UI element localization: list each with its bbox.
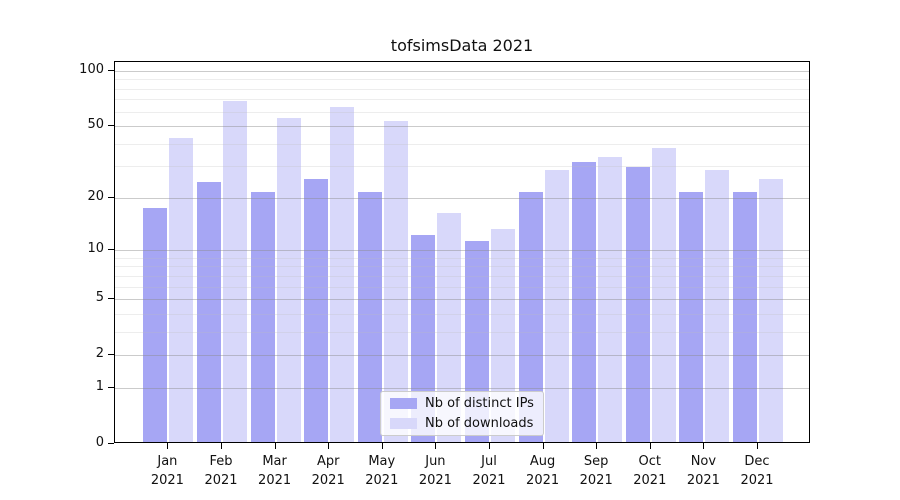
legend-item-distinct-ips: Nb of distinct IPs [390,396,534,411]
bar-downloads-oct-2021 [651,148,676,442]
y-tick-mark-0 [108,443,114,444]
y-tick-mark-10 [108,249,114,251]
gridline-minor-60 [115,111,809,113]
y-tick-label-1: 1 [95,378,104,394]
legend-label-downloads: Nb of downloads [425,416,534,431]
x-tick-mark-feb-2021 [221,443,222,449]
y-tick-label-50: 50 [87,117,104,133]
gridline-major-20 [115,197,809,199]
gridline-minor-80 [115,88,809,90]
bar-downloads-dec-2021 [759,178,783,442]
bar-downloads-apr-2021 [330,107,355,442]
plot-area [114,61,810,443]
gridline-major-2 [115,355,809,357]
gridline-major-50 [115,126,809,128]
bar-distinct-ips-mar-2021 [250,192,275,442]
bar-distinct-ips-feb-2021 [197,181,221,442]
x-tick-label-dec-2021: Dec 2021 [740,454,774,488]
bar-downloads-mar-2021 [276,118,301,442]
bar-downloads-sep-2021 [598,157,623,442]
x-tick-mark-dec-2021 [757,443,758,449]
bar-distinct-ips-jan-2021 [143,208,168,442]
x-tick-label-may-2021: May 2021 [365,454,399,488]
x-tick-label-aug-2021: Aug 2021 [526,454,560,488]
gridline-minor-70 [115,99,809,101]
gridline-major-10 [115,250,809,252]
x-tick-label-apr-2021: Apr 2021 [311,454,345,488]
gridline-minor-90 [115,79,809,81]
bar-downloads-jan-2021 [169,138,194,442]
x-tick-label-oct-2021: Oct 2021 [633,454,667,488]
chart-title: tofsimsData 2021 [390,36,534,55]
gridline-minor-4 [115,313,809,315]
x-tick-mark-jan-2021 [167,443,169,449]
gridline-minor-6 [115,286,809,288]
gridline-minor-30 [115,166,809,168]
y-tick-label-0: 0 [95,435,104,450]
y-tick-label-2: 2 [95,346,104,362]
x-tick-mark-apr-2021 [328,443,330,449]
x-tick-mark-sep-2021 [596,443,598,449]
y-tick-mark-1 [108,386,114,388]
legend: Nb of distinct IPs Nb of downloads [380,391,544,436]
gridline-major-5 [115,299,809,301]
bar-downloads-may-2021 [383,121,408,442]
bar-downloads-nov-2021 [705,169,730,442]
bar-distinct-ips-nov-2021 [679,192,704,442]
y-tick-label-100: 100 [79,62,104,77]
gridline-major-1 [115,387,809,389]
bar-downloads-feb-2021 [223,100,247,442]
bar-downloads-aug-2021 [544,169,569,442]
gridline-minor-9 [115,257,809,259]
x-tick-mark-jul-2021 [489,443,490,449]
y-tick-mark-20 [108,196,114,198]
y-tick-mark-5 [108,298,114,300]
x-tick-label-jun-2021: Jun 2021 [418,454,452,488]
gridline-minor-8 [115,266,809,268]
y-tick-mark-100 [108,70,114,71]
y-tick-label-20: 20 [87,188,104,204]
gridline-minor-40 [115,143,809,145]
x-tick-label-sep-2021: Sep 2021 [579,454,613,488]
x-tick-label-feb-2021: Feb 2021 [204,454,238,488]
x-tick-label-jan-2021: Jan 2021 [150,454,184,488]
x-tick-label-mar-2021: Mar 2021 [258,454,292,488]
x-tick-mark-oct-2021 [649,443,651,449]
bar-distinct-ips-may-2021 [357,192,382,442]
x-tick-mark-mar-2021 [274,443,276,449]
y-tick-label-10: 10 [87,241,104,257]
legend-item-downloads: Nb of downloads [390,416,534,431]
legend-swatch-downloads [390,418,417,429]
y-tick-mark-50 [108,125,114,127]
y-tick-mark-2 [108,354,114,356]
legend-swatch-distinct-ips [390,398,417,409]
bar-distinct-ips-sep-2021 [572,161,597,442]
bar-distinct-ips-oct-2021 [625,167,650,442]
gridline-minor-7 [115,275,809,277]
x-tick-label-jul-2021: Jul 2021 [472,454,506,488]
legend-label-distinct-ips: Nb of distinct IPs [425,396,534,411]
x-tick-label-nov-2021: Nov 2021 [686,454,720,488]
x-tick-mark-may-2021 [381,443,383,449]
x-tick-mark-nov-2021 [703,443,705,449]
bar-distinct-ips-apr-2021 [304,178,329,442]
y-tick-label-5: 5 [95,290,104,306]
gridline-major-100 [115,71,809,72]
x-tick-mark-jun-2021 [435,443,437,449]
x-tick-mark-aug-2021 [542,443,544,449]
plot-inner [115,62,809,442]
bar-distinct-ips-dec-2021 [733,192,757,442]
gridline-minor-3 [115,331,809,333]
